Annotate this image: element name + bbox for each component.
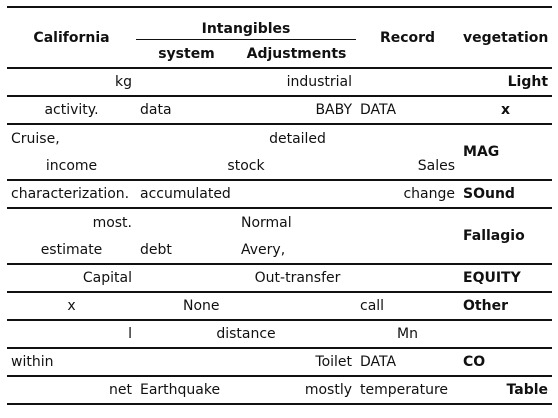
cell: Cruise, [11,130,60,147]
table-row: l distance Mn [7,320,553,348]
cell: x [67,298,76,314]
table-row: activity. data BABY DATA x [7,96,553,124]
cell: Table [506,382,549,398]
cell: stock [227,157,265,174]
cell: Fallagio [463,228,525,244]
header-adjustments: Adjustments [237,39,357,69]
header-vegetation: vegetation [459,7,553,69]
table-row: x None call Other [7,292,553,320]
cell: detailed [269,130,326,147]
table-row: within Toilet DATA CO [7,348,553,376]
table-row: most. Normal Fallagio [7,208,553,244]
cell: distance [216,326,276,342]
cell [356,208,459,236]
data-table: California Intangibles Record vegetation… [7,6,553,405]
cell [356,236,459,264]
cell: Normal [241,214,292,231]
cell: within [11,354,54,370]
table-row: Cruise, detailed MAG [7,124,553,160]
table-row: characterization. accumulated change SOu… [7,180,553,208]
table-row: net Earthquake mostly temperature Table [7,376,553,404]
table-body: kg industrial Light activity. data BABY … [7,68,553,404]
cell: l [128,326,132,342]
cell: DATA [360,354,397,370]
table-row: income stock Sales [7,152,552,180]
cell: Avery, [241,241,286,258]
cell: debt [140,241,172,258]
header-system: system [136,39,237,69]
cell [356,68,459,96]
cell: mostly [304,382,353,398]
header-record: Record [356,7,460,69]
table-row: estimate debt Avery, [7,236,552,264]
cell: Other [463,298,508,314]
cell: BABY [315,102,353,118]
cell: estimate [40,241,103,258]
cell: Out-transfer [254,270,341,286]
cell: most. [92,214,132,231]
cell [237,180,356,208]
cell: Mn [397,326,418,342]
cell: activity. [44,102,99,118]
cell: accumulated [140,186,231,202]
cell: MAG [463,144,500,160]
cell: call [360,298,385,314]
cell: DATA [360,102,397,118]
header-intangibles: Intangibles [201,21,291,37]
cell [136,208,237,236]
cell: SOund [463,186,515,202]
table-row: kg industrial Light [7,68,553,96]
cell: CO [463,354,486,370]
cell: temperature [360,382,449,398]
cell: change [403,186,456,202]
cell: None [183,298,220,314]
cell: x [501,102,511,118]
cell [459,320,552,348]
cell: data [140,102,172,118]
cell: net [109,382,132,398]
cell: kg [115,74,132,90]
cell: Sales [417,157,456,174]
cell: EQUITY [463,270,521,286]
cell: Toilet [315,354,353,370]
table-header: California Intangibles Record vegetation… [7,7,553,69]
table-row: Capital Out-transfer EQUITY [7,264,553,292]
cell: income [45,157,98,174]
cell: industrial [286,74,353,90]
cell: Earthquake [140,382,221,398]
cell: characterization. [11,186,130,202]
cell: Capital [82,270,132,286]
cell: Light [507,74,549,90]
header-california: California [7,7,136,69]
